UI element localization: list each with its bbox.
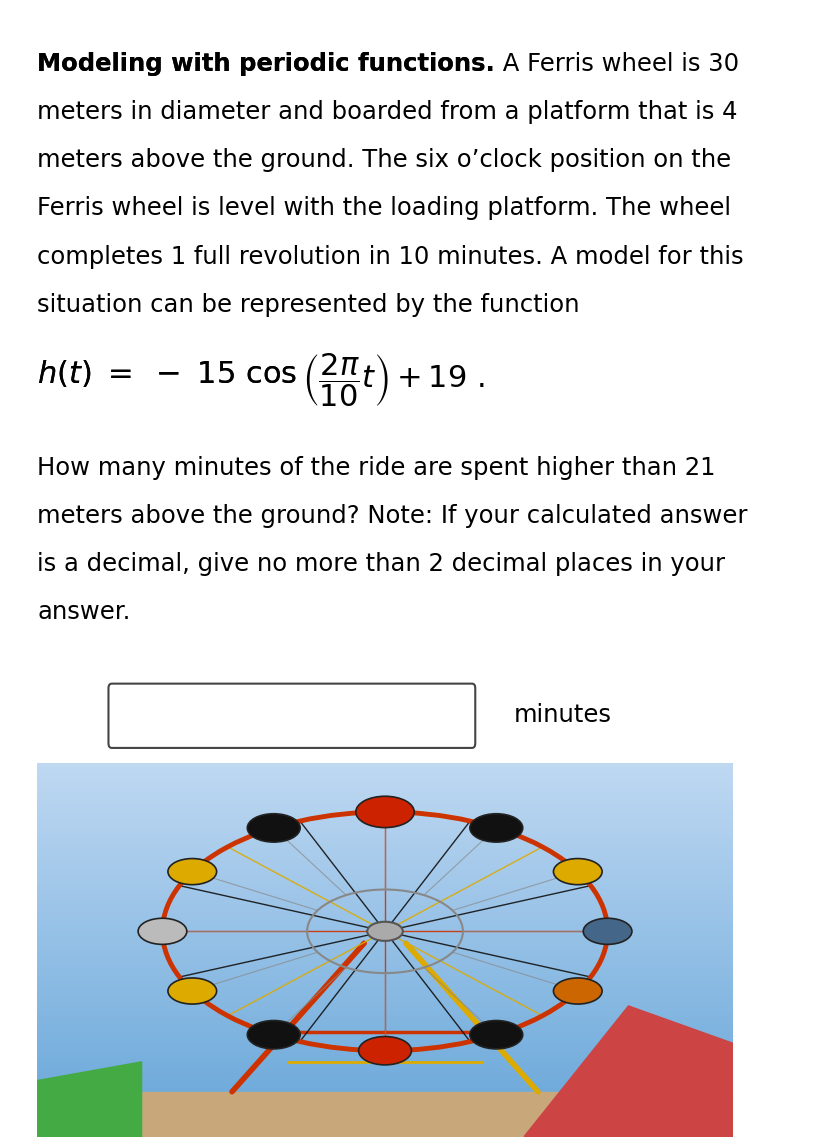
Circle shape	[552, 859, 601, 885]
Text: situation can be represented by the function: situation can be represented by the func…	[37, 293, 579, 317]
Circle shape	[168, 978, 217, 1004]
Text: $\left(\dfrac{2\pi}{10}t\right) + 19\ .$: $\left(\dfrac{2\pi}{10}t\right) + 19\ .$	[301, 351, 484, 409]
Text: Modeling with periodic functions.: Modeling with periodic functions.	[37, 52, 495, 76]
Text: meters above the ground? Note: If your calculated answer: meters above the ground? Note: If your c…	[37, 504, 747, 528]
Text: Ferris wheel is level with the loading platform. The wheel: Ferris wheel is level with the loading p…	[37, 196, 730, 220]
Text: How many minutes of the ride are spent higher than 21: How many minutes of the ride are spent h…	[37, 456, 715, 480]
Circle shape	[469, 1021, 522, 1049]
Circle shape	[582, 918, 631, 945]
Circle shape	[358, 1037, 411, 1065]
Text: $h(t)\ =\ -\ 15\ \mathrm{cos}$: $h(t)\ =\ -\ 15\ \mathrm{cos}$	[37, 358, 297, 389]
Circle shape	[552, 978, 601, 1004]
Polygon shape	[523, 1006, 732, 1137]
Circle shape	[247, 1021, 300, 1049]
Circle shape	[356, 797, 414, 828]
Text: answer.: answer.	[37, 600, 131, 625]
Text: Modeling with periodic functions.: Modeling with periodic functions.	[37, 52, 495, 76]
Text: meters above the ground. The six o’clock position on the: meters above the ground. The six o’clock…	[37, 148, 730, 172]
Text: minutes: minutes	[513, 704, 610, 727]
Text: A Ferris wheel is 30: A Ferris wheel is 30	[495, 52, 739, 76]
Circle shape	[469, 814, 522, 843]
Text: $h(t)\ =\ -\ 15\ \mathrm{cos}$: $h(t)\ =\ -\ 15\ \mathrm{cos}$	[37, 358, 297, 389]
Bar	[37, 1092, 732, 1137]
FancyBboxPatch shape	[108, 684, 475, 748]
Circle shape	[168, 859, 217, 885]
Polygon shape	[37, 1062, 141, 1137]
Text: completes 1 full revolution in 10 minutes. A model for this: completes 1 full revolution in 10 minute…	[37, 245, 743, 269]
Circle shape	[366, 922, 403, 941]
Text: meters in diameter and boarded from a platform that is 4: meters in diameter and boarded from a pl…	[37, 100, 737, 124]
Circle shape	[247, 814, 300, 843]
Circle shape	[138, 918, 187, 945]
Text: is a decimal, give no more than 2 decimal places in your: is a decimal, give no more than 2 decima…	[37, 552, 724, 576]
